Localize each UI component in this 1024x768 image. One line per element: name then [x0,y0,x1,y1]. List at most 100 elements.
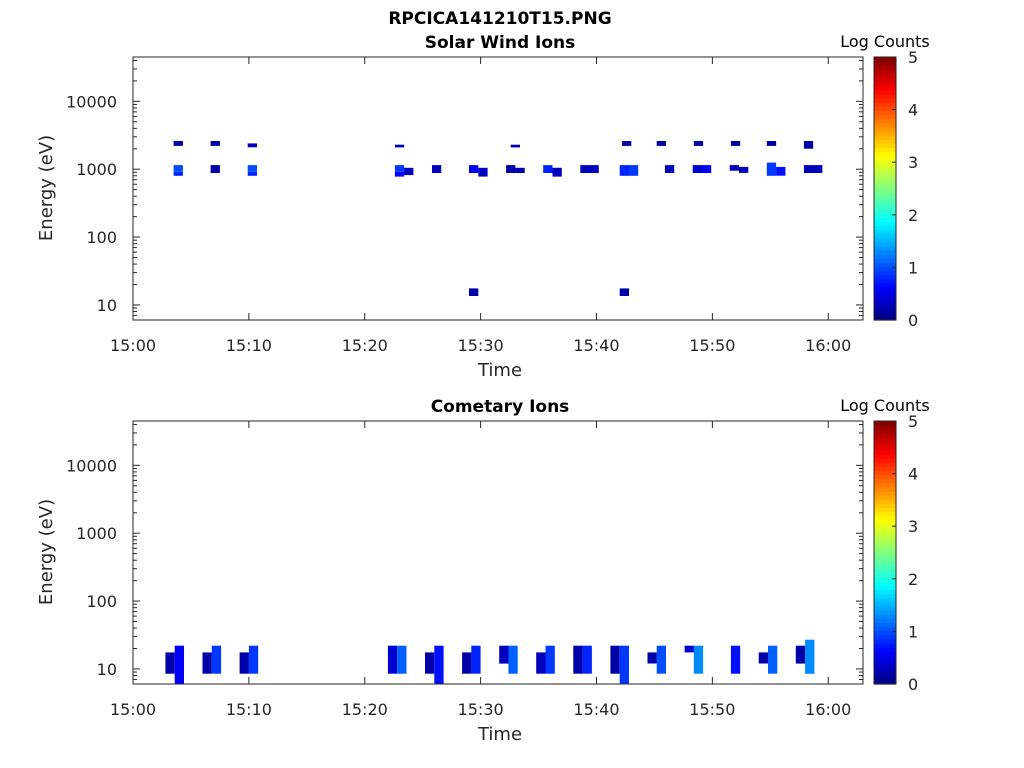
heatmap-cell [499,645,509,664]
x-tick-label: 15:00 [110,336,156,355]
heatmap-cell [758,652,768,664]
colorbar-segment [874,311,896,317]
heatmap-cell [768,645,778,674]
y-tick-label: 1000 [76,524,117,543]
heatmap-cell [174,645,184,684]
colorbar-segment [874,89,896,95]
colorbar-segment [874,246,896,251]
colorbar-segment [874,118,896,124]
colorbar-segment [874,531,896,537]
colorbar-segment [874,503,896,508]
colorbar-segment [874,523,896,529]
colorbar-segment [874,180,896,185]
x-tick-label: 15:00 [110,700,156,719]
colorbar-segment [874,184,896,190]
colorbar-segment [874,315,896,321]
colorbar-segment [874,667,896,673]
heatmap-cell [580,165,599,173]
colorbar-segment [874,482,896,488]
heatmap-cell [619,645,629,684]
heatmap-cell [462,652,472,674]
colorbar-segment [874,626,896,632]
colorbar-segment [874,139,896,144]
colorbar-segment [874,73,896,79]
colorbar-segment [874,287,896,292]
heatmap-cell [543,165,553,173]
colorbar-tick-label: 5 [908,412,918,431]
x-tick-label: 15:40 [573,700,619,719]
colorbar-segment [874,568,896,574]
heatmap-cell [619,288,629,296]
panel-title-cometary: Cometary Ions [431,397,570,417]
colorbar-segment [874,601,896,607]
colorbar-segment [874,274,896,280]
colorbar-segment [874,425,896,430]
colorbar-segment [874,638,896,644]
colorbar-segment [874,560,896,566]
colorbar-segment [874,651,896,656]
heatmap-cell [573,645,583,674]
colorbar-segment [874,237,896,243]
colorbar-segment [874,540,896,545]
heatmap-cell [478,167,488,177]
plot-frame [132,420,864,685]
heatmap-cell [247,171,257,176]
heatmap-cell [795,645,806,664]
heatmap-cell [776,166,786,176]
colorbar-segment [874,647,896,652]
colorbar-segment [874,200,896,206]
colorbar-segment [874,126,896,132]
heatmap-cell [805,639,815,674]
colorbar-segment [874,544,896,549]
colorbar-segment [874,614,896,619]
heatmap-cell [508,645,518,674]
colorbar-segment [874,188,896,194]
colorbar-segment [874,581,896,586]
heatmap-cell [515,167,525,173]
heatmap-cell [469,288,479,296]
colorbar-segment [874,429,896,434]
heatmap-cell [404,167,414,176]
heatmap-cell [397,645,407,674]
colorbar-tick-label: 3 [908,153,918,172]
colorbar-segment [874,61,896,66]
colorbar-segment [874,85,896,91]
colorbar-segment [874,106,896,112]
colorbar-segment [874,453,896,459]
colorbar-segment [874,671,896,677]
heatmap-cell [582,645,592,674]
heatmap-cell [173,141,183,146]
heatmap-cell [173,171,183,176]
x-tick-label: 16:00 [805,336,851,355]
y-axis-label-solar-wind: Energy (eV) [36,135,57,241]
colorbar-segment [874,213,896,218]
colorbar-segment [874,605,896,611]
colorbar-segment [874,433,896,439]
heatmap-cell [693,141,704,146]
x-tick-label: 15:20 [342,700,388,719]
colorbar-segment [874,254,896,259]
colorbar-segment [874,303,896,309]
colorbar-segment [874,77,896,83]
x-axis-label-solar-wind: Time [477,360,522,381]
colorbar-segment [874,486,896,492]
colorbar-segment [874,507,896,513]
heatmap-cell [730,645,741,674]
heatmap-cell [432,165,442,173]
x-tick-label: 15:30 [458,336,504,355]
colorbar-tick-label: 2 [908,570,918,589]
solar-wind-ions-panel: Solar Wind Ions Time Energy (eV) Log Cou… [36,32,930,381]
colorbar-segment [874,421,896,426]
colorbar-segment [874,225,896,231]
colorbar-segment [874,283,896,288]
colorbar-segment [874,262,896,268]
colorbar-segment [874,102,896,107]
colorbar-segment [874,589,896,595]
colorbar-segment [874,110,896,116]
colorbar-segment [874,221,896,227]
cometary-ions-panel: Cometary Ions Time Energy (eV) Log Count… [36,396,930,745]
colorbar-frame [873,420,897,685]
y-tick-label: 100 [86,592,117,611]
colorbar-segment [874,233,896,239]
